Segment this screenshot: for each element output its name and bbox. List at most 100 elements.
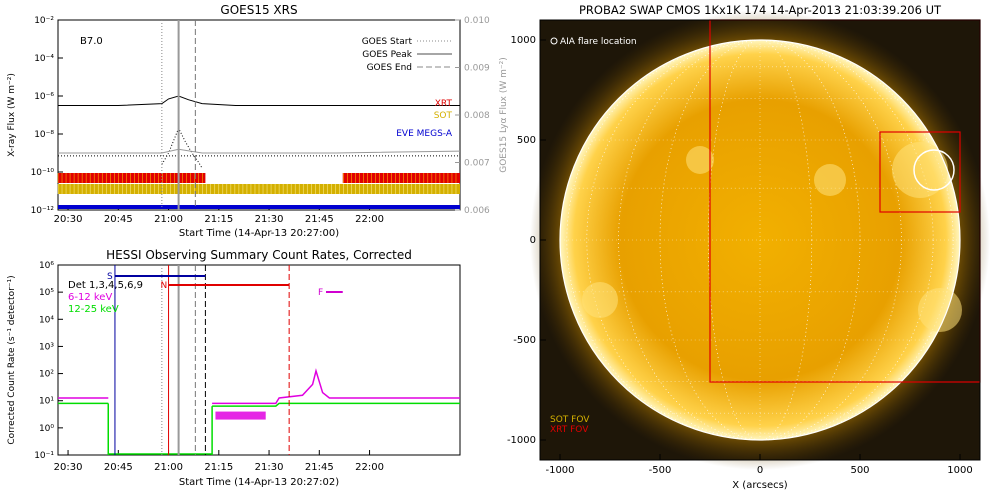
goes-y2-tick-label: 0.008 bbox=[464, 111, 490, 121]
hessi-plot-frame bbox=[57, 264, 461, 456]
sun-active-region bbox=[892, 142, 948, 198]
swap-sot-label: SOT FOV bbox=[550, 415, 590, 425]
goes-instrument-labels: XRT SOT EVE MEGS-A bbox=[396, 99, 453, 139]
goes-panel: GOES15 XRS 20:30 20:45 21:00 21:15 21:30 21:4… bbox=[7, 3, 509, 239]
goes-y-label: X-ray Flux (W m⁻²) bbox=[7, 73, 17, 157]
goes-y-tick-label: 10⁻⁸ bbox=[34, 130, 54, 140]
goes-x-tick-label: 22:00 bbox=[355, 214, 384, 225]
goes-y2-tick-label: 0.006 bbox=[464, 206, 490, 216]
sun-active-region bbox=[582, 282, 618, 318]
goes-x-tick-label: 21:30 bbox=[255, 214, 284, 225]
hessi-title: HESSI Observing Summary Count Rates, Cor… bbox=[106, 248, 412, 262]
hessi-y-tick-label: 10⁶ bbox=[39, 261, 54, 271]
hessi-legend-label: 12-25 keV bbox=[68, 304, 119, 315]
goes-y2-label: GOES15 Lyα Flux (W m⁻²) bbox=[499, 57, 509, 173]
hessi-series-12-25-keV bbox=[212, 402, 460, 407]
hessi-y-tick-label: 10³ bbox=[39, 342, 54, 352]
swap-title: PROBA2 SWAP CMOS 1Kx1K 174 14-Apr-2013 2… bbox=[579, 3, 942, 17]
hessi-x-tick-label: 21:45 bbox=[305, 462, 334, 473]
swap-sot-fov-box bbox=[879, 131, 961, 213]
hessi-flag-label-F: F bbox=[318, 288, 323, 298]
swap-x-tick-label: -500 bbox=[649, 465, 672, 476]
goes-legend-label: GOES End bbox=[367, 63, 412, 73]
hessi-flag-label-S: S bbox=[107, 272, 113, 282]
hessi-y-tick-label: 10⁵ bbox=[39, 288, 54, 298]
hessi-series-6-12-keV bbox=[212, 368, 460, 405]
sun-active-region bbox=[814, 164, 846, 196]
hessi-x-tick-label: 22:00 bbox=[355, 462, 384, 473]
hessi-event-lines bbox=[114, 265, 290, 455]
goes-title: GOES15 XRS bbox=[220, 3, 297, 17]
goes-y-ticks: 10⁻¹² 10⁻¹⁰ 10⁻⁸ 10⁻⁶ 10⁻⁴ 10⁻² bbox=[31, 16, 63, 216]
goes-instrument-label: XRT bbox=[435, 99, 453, 109]
hessi-y-ticks: 10⁻¹ 10⁰ 10¹ 10² 10³ 10⁴ 10⁵ 10⁶ bbox=[34, 261, 63, 461]
swap-flare-label-icon bbox=[550, 37, 558, 45]
goes-legend-label: GOES Start bbox=[362, 37, 413, 47]
hessi-x-ticks: 20:30 20:45 21:00 21:15 21:30 21:45 22:00 bbox=[54, 450, 384, 473]
swap-flare-circle bbox=[913, 149, 955, 191]
swap-xrt-label: XRT FOV bbox=[550, 425, 589, 435]
goes-xrt-band bbox=[342, 173, 460, 183]
goes-legend: GOES Start GOES Peak GOES End bbox=[362, 37, 452, 73]
swap-y-tick-label: 500 bbox=[517, 135, 536, 146]
hessi-x-tick-label: 21:15 bbox=[204, 462, 233, 473]
hessi-x-tick-label: 21:00 bbox=[154, 462, 183, 473]
swap-axes: -1000 -500 0 500 1000 -1000 -500 0 500 1000 bbox=[507, 35, 973, 476]
swap-x-tick-label: 500 bbox=[850, 465, 869, 476]
sun-grid-longitude bbox=[707, 39, 813, 441]
goes-x-tick-label: 21:15 bbox=[204, 214, 233, 225]
sun-grid-longitude bbox=[618, 39, 902, 441]
hessi-panel: HESSI Observing Summary Count Rates, Cor… bbox=[7, 248, 461, 488]
goes-legend-label: GOES Peak bbox=[362, 50, 412, 60]
goes-series bbox=[58, 95, 460, 169]
hessi-flag-label-N: N bbox=[161, 281, 168, 291]
hessi-attenuator-block bbox=[215, 411, 266, 420]
sun-active-region bbox=[918, 288, 962, 332]
goes-x-tick-label: 20:30 bbox=[54, 214, 83, 225]
goes-series-lya bbox=[58, 148, 460, 154]
goes-y-tick-label: 10⁻¹⁰ bbox=[31, 168, 55, 178]
swap-y-tick-label: -1000 bbox=[507, 435, 536, 446]
swap-y-tick-label: 0 bbox=[530, 235, 536, 246]
hessi-x-label: Start Time (14-Apr-13 20:27:02) bbox=[179, 477, 339, 488]
goes-event-lines bbox=[161, 20, 196, 210]
goes-class-label: B7.0 bbox=[80, 36, 103, 47]
sun-active-region bbox=[686, 146, 714, 174]
hessi-series bbox=[58, 368, 460, 455]
hessi-y-tick-label: 10¹ bbox=[39, 397, 54, 407]
goes-instrument-label: SOT bbox=[434, 111, 453, 121]
goes-x-label: Start Time (14-Apr-13 20:27:00) bbox=[179, 228, 339, 239]
goes-x-tick-label: 21:45 bbox=[305, 214, 334, 225]
goes-instrument-label: EVE MEGS-A bbox=[396, 129, 453, 139]
goes-y-tick-label: 10⁻⁴ bbox=[34, 54, 54, 64]
goes-bands bbox=[57, 173, 460, 209]
goes-y2-tick-label: 0.010 bbox=[464, 16, 490, 26]
goes-x-tick-label: 21:00 bbox=[154, 214, 183, 225]
swap-x-tick-label: 1000 bbox=[947, 465, 972, 476]
swap-plot-frame bbox=[539, 19, 981, 461]
goes-y-tick-label: 10⁻⁶ bbox=[34, 92, 54, 102]
hessi-legend-label: 6-12 keV bbox=[68, 292, 112, 303]
hessi-flags: S N F bbox=[107, 272, 343, 298]
hessi-y-tick-label: 10² bbox=[39, 370, 54, 380]
goes-y2-tick-label: 0.007 bbox=[464, 159, 490, 169]
swap-y-tick-label: -500 bbox=[513, 335, 536, 346]
swap-x-label: X (arcsecs) bbox=[732, 480, 788, 491]
hessi-y-tick-label: 10⁴ bbox=[39, 315, 54, 325]
goes-series-long-channel bbox=[58, 95, 460, 106]
goes-x-tick-label: 20:45 bbox=[104, 214, 133, 225]
swap-y-tick-label: 1000 bbox=[511, 35, 536, 46]
goes-y-tick-label: 10⁻¹² bbox=[31, 206, 55, 216]
hessi-y-tick-label: 10⁻¹ bbox=[34, 451, 54, 461]
hessi-legend-label: Det 1,3,4,5,6,9 bbox=[68, 280, 143, 291]
swap-x-tick-label: 0 bbox=[757, 465, 763, 476]
hessi-y-tick-label: 10⁰ bbox=[39, 424, 54, 434]
swap-x-tick-label: -1000 bbox=[545, 465, 574, 476]
sun-limb bbox=[559, 39, 961, 441]
hessi-y-label: Corrected Count Rate (s⁻¹ detector⁻¹) bbox=[7, 275, 17, 444]
hessi-x-tick-label: 21:30 bbox=[255, 462, 284, 473]
swap-panel: PROBA2 SWAP CMOS 1Kx1K 174 14-Apr-2013 2… bbox=[507, 3, 990, 491]
sun-grid-longitude bbox=[659, 39, 861, 441]
